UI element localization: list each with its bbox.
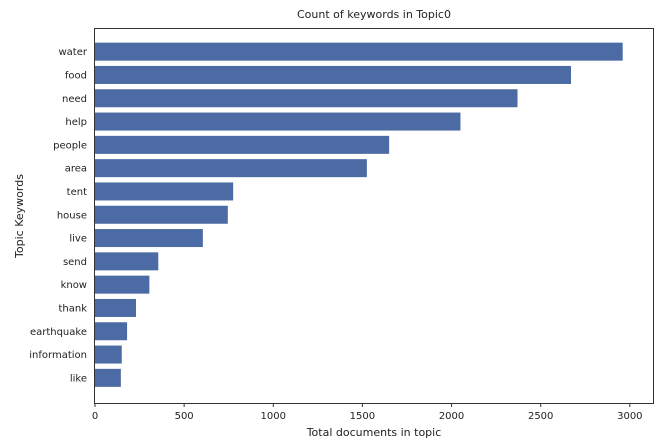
y-tick-label-help: help xyxy=(65,117,87,128)
y-tick-label-need: need xyxy=(62,94,87,105)
y-tick-label-water: water xyxy=(59,47,88,58)
bar-help xyxy=(95,112,461,131)
y-tick-label-food: food xyxy=(65,70,87,81)
y-axis-ticks: water food need help people area tent house live… xyxy=(29,47,88,384)
chart-title: Count of keywords in Topic0 xyxy=(297,8,451,21)
x-tick-label-2000: 2000 xyxy=(439,411,464,422)
y-tick-label-send: send xyxy=(63,257,87,268)
y-tick-label-like: like xyxy=(70,373,87,384)
y-tick-label-house: house xyxy=(57,210,87,221)
bar-water xyxy=(95,42,623,61)
bar-tent xyxy=(95,182,234,201)
bar-earthquake xyxy=(95,322,128,341)
y-tick-label-thank: thank xyxy=(58,303,87,314)
x-tick-label-3000: 3000 xyxy=(617,411,642,422)
y-tick-label-tent: tent xyxy=(67,187,87,198)
x-axis-ticks: 0 500 1000 1500 2000 2500 3000 xyxy=(92,403,643,422)
bar-people xyxy=(95,135,390,154)
x-tick-label-500: 500 xyxy=(175,411,194,422)
y-tick-label-information: information xyxy=(29,350,87,361)
y-tick-label-people: people xyxy=(53,140,87,151)
y-tick-label-know: know xyxy=(61,280,87,291)
bar-know xyxy=(95,275,150,294)
x-tick-label-2500: 2500 xyxy=(528,411,553,422)
bar-like xyxy=(95,368,121,387)
bar-send xyxy=(95,252,159,271)
y-tick-label-live: live xyxy=(69,234,87,245)
bars-group xyxy=(95,42,623,387)
bar-house xyxy=(95,205,228,224)
x-tick-label-0: 0 xyxy=(92,411,98,422)
bar-live xyxy=(95,229,203,248)
y-axis-label: Topic Keywords xyxy=(13,174,26,259)
x-tick-label-1500: 1500 xyxy=(350,411,375,422)
y-tick-label-area: area xyxy=(65,164,87,175)
plot-frame xyxy=(94,28,654,404)
bar-thank xyxy=(95,298,137,317)
bar-food xyxy=(95,65,571,84)
bar-need xyxy=(95,89,518,108)
x-axis-label: Total documents in topic xyxy=(306,426,442,439)
bar-area xyxy=(95,159,367,178)
y-tick-label-earthquake: earthquake xyxy=(30,327,87,338)
x-tick-label-1000: 1000 xyxy=(261,411,286,422)
bar-information xyxy=(95,345,122,364)
